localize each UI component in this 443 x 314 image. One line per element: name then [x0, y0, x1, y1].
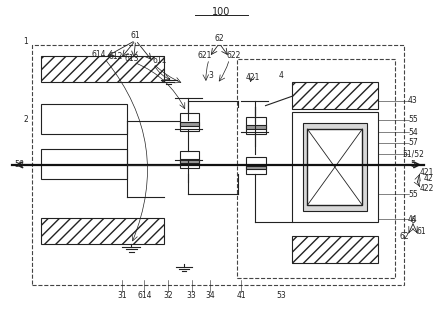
Text: 51/52: 51/52	[402, 149, 424, 158]
Text: 1: 1	[23, 37, 28, 46]
Text: 32: 32	[163, 291, 173, 300]
Bar	[41, 218, 164, 244]
Bar	[180, 113, 199, 131]
Text: 54: 54	[408, 127, 418, 137]
Bar	[32, 45, 404, 284]
Bar	[292, 112, 378, 222]
Text: 612: 612	[109, 52, 123, 61]
Text: 33: 33	[187, 291, 196, 300]
Point	[192, 14, 198, 17]
Bar	[246, 166, 265, 170]
Text: 622: 622	[227, 51, 241, 60]
Text: 41: 41	[237, 291, 246, 300]
Text: 613: 613	[125, 54, 140, 63]
Text: 61: 61	[417, 227, 427, 236]
Text: 4: 4	[279, 71, 284, 80]
Text: 62: 62	[214, 34, 224, 43]
Text: 6: 6	[411, 216, 416, 225]
Text: 44: 44	[408, 215, 418, 224]
Bar	[41, 104, 127, 134]
Text: 61: 61	[131, 31, 140, 40]
Bar	[292, 82, 378, 109]
Point	[245, 14, 251, 17]
Text: 42: 42	[424, 174, 433, 183]
Bar	[303, 123, 367, 211]
Bar	[41, 149, 127, 179]
Text: 55: 55	[408, 190, 418, 199]
Text: 100: 100	[212, 7, 231, 17]
Bar	[292, 236, 378, 263]
Text: 53: 53	[276, 291, 286, 300]
Bar	[237, 59, 396, 279]
Text: 621: 621	[198, 51, 212, 60]
Text: 3: 3	[208, 71, 213, 80]
Text: 422: 422	[420, 184, 434, 192]
Bar	[180, 160, 199, 163]
Text: 62: 62	[400, 232, 409, 241]
Bar	[246, 116, 265, 134]
Text: 614: 614	[137, 291, 152, 300]
Text: 5: 5	[411, 160, 416, 169]
Text: 421: 421	[420, 168, 434, 177]
Bar	[307, 129, 362, 205]
Text: 2: 2	[23, 115, 28, 124]
Text: 43: 43	[408, 96, 418, 106]
Bar	[41, 56, 164, 82]
Text: 611: 611	[153, 56, 167, 65]
Text: 421: 421	[245, 73, 260, 82]
Bar	[180, 151, 199, 168]
Bar	[180, 122, 199, 126]
Text: 57: 57	[408, 138, 418, 148]
Bar	[246, 125, 265, 129]
Text: 614: 614	[92, 50, 106, 59]
Text: 31: 31	[118, 291, 127, 300]
Text: 56: 56	[14, 160, 24, 169]
Text: 55: 55	[408, 115, 418, 124]
Text: 34: 34	[206, 291, 215, 300]
Bar	[246, 157, 265, 174]
